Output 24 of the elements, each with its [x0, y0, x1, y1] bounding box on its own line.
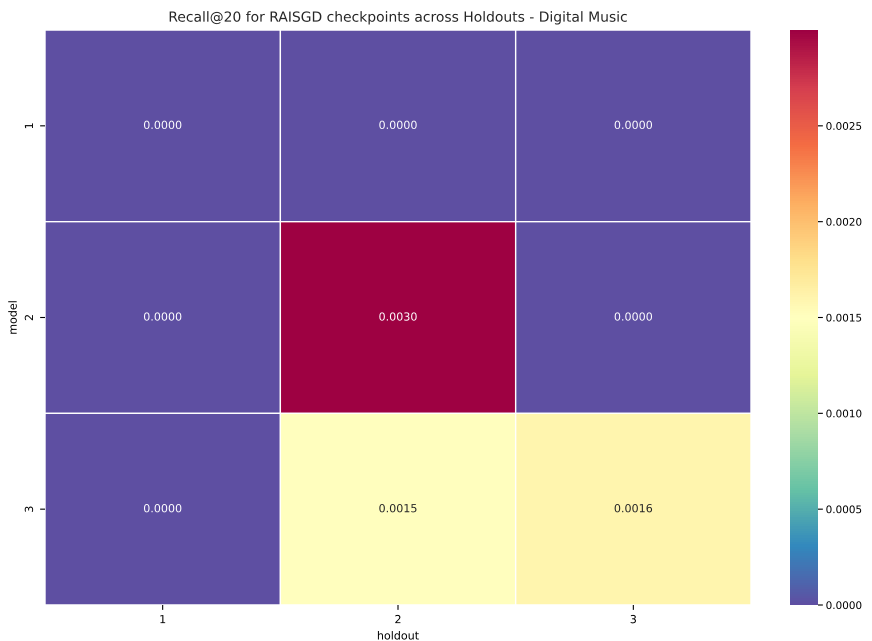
text: 0.0025	[826, 122, 862, 130]
data-label: 0.0000	[379, 120, 417, 130]
y-tick-label: 3	[24, 506, 34, 512]
data-label: 0.0015	[379, 504, 416, 512]
x-tick-label: 2	[395, 614, 400, 624]
data-label: 0.0000	[614, 312, 652, 321]
data-label: 0.0030	[379, 312, 417, 321]
data-label: 0.0000	[614, 120, 652, 130]
text: 0.0005	[826, 505, 862, 514]
text: 0.0020	[826, 218, 862, 226]
data-label: 0.0016	[614, 504, 652, 512]
x-tick-label: 3	[630, 614, 636, 624]
data-label: 0.0000	[144, 120, 182, 130]
text: 0.0015	[826, 314, 862, 322]
text: 0.0000	[826, 601, 862, 610]
y-tick-label: 1	[24, 123, 33, 128]
y-tick-label: 2	[24, 315, 33, 320]
data-label: 0.0000	[144, 312, 182, 321]
x-axis-title: holdout	[378, 631, 419, 640]
chart-title: Recall@20 for RAISGD checkpoints across Holdouts - Digital Music	[170, 11, 627, 25]
y-axis-title: model	[8, 301, 17, 334]
x-tick-label: 1	[160, 615, 166, 624]
text: 0.0010	[826, 410, 862, 418]
data-label: 0.0000	[144, 504, 182, 512]
